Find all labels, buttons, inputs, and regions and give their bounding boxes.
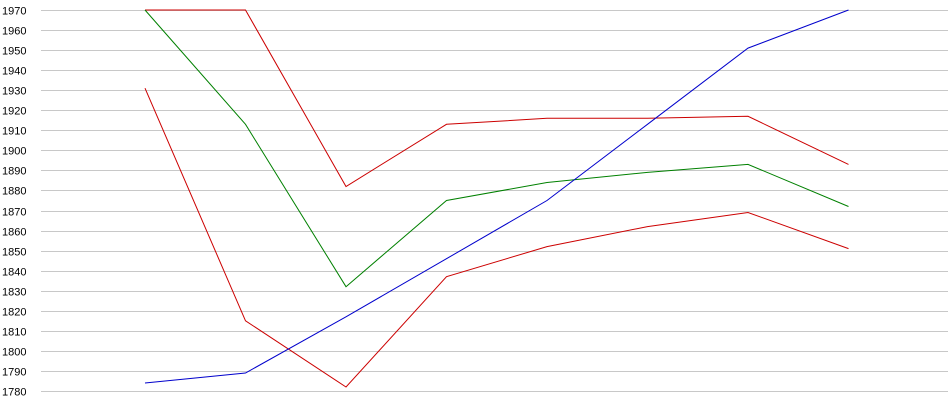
y-tick-label-1850: 1850 bbox=[2, 247, 26, 259]
y-tick-label-1950: 1950 bbox=[2, 46, 26, 58]
y-tick-label-1930: 1930 bbox=[2, 86, 26, 98]
y-tick-label-1890: 1890 bbox=[2, 166, 26, 178]
y-tick-label-1820: 1820 bbox=[2, 307, 26, 319]
series-line-4 bbox=[144, 9, 849, 384]
y-tick-label-1880: 1880 bbox=[2, 186, 26, 198]
series-line-1 bbox=[145, 9, 849, 188]
y-tick-label-1810: 1810 bbox=[2, 327, 26, 339]
y-tick-label-1940: 1940 bbox=[2, 66, 26, 78]
y-tick-label-1780: 1780 bbox=[2, 387, 26, 399]
series-lines bbox=[144, 9, 849, 388]
y-tick-label-1900: 1900 bbox=[2, 146, 26, 158]
series-line-2 bbox=[144, 9, 849, 288]
grid-lines bbox=[41, 10, 948, 392]
y-tick-label-1910: 1910 bbox=[2, 126, 26, 138]
series-line-3 bbox=[144, 88, 849, 388]
y-tick-label-1840: 1840 bbox=[2, 267, 26, 279]
y-tick-label-1970: 1970 bbox=[2, 6, 26, 18]
y-tick-labels: 1780 1790 1800 1810 1820 1830 1840 1850 1860 1870… bbox=[2, 6, 26, 399]
y-tick-label-1830: 1830 bbox=[2, 287, 26, 299]
y-tick-label-1870: 1870 bbox=[2, 207, 26, 219]
y-tick-label-1790: 1790 bbox=[2, 367, 26, 379]
y-tick-label-1800: 1800 bbox=[2, 347, 26, 359]
y-tick-label-1860: 1860 bbox=[2, 227, 26, 239]
y-tick-label-1960: 1960 bbox=[2, 26, 26, 38]
y-tick-label-1920: 1920 bbox=[2, 106, 26, 118]
